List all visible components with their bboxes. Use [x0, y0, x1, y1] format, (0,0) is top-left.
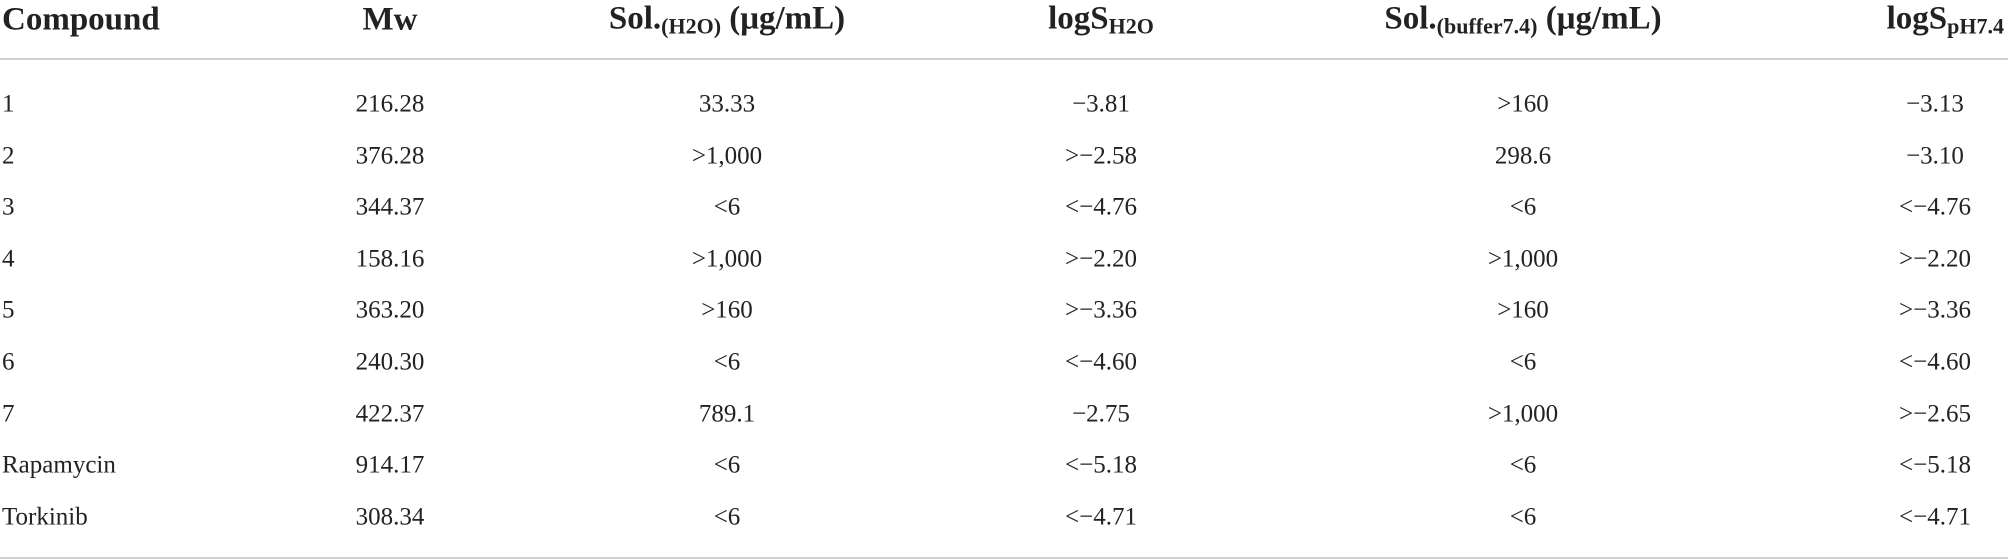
header-text: logS	[1048, 0, 1109, 37]
compound-name: Torkinib	[2, 503, 88, 531]
table-cell: <6	[1509, 348, 1537, 376]
table-cell: 240.30	[355, 348, 425, 376]
header-cell: Mw	[362, 1, 418, 38]
table-cell: 363.20	[355, 296, 425, 324]
header-text: logS	[1886, 0, 1948, 37]
compound-name: Rapamycin	[2, 451, 116, 479]
compound-name: 4	[2, 245, 15, 273]
table-cell: >1,000	[691, 142, 763, 170]
header-subscript: H2O	[1108, 13, 1154, 39]
table-cell: −2.75	[1072, 400, 1130, 428]
bottom-rule	[0, 557, 2008, 559]
table-cell: <−4.60	[1065, 348, 1137, 376]
header-text: Compound	[2, 1, 160, 38]
table-cell: −3.81	[1072, 90, 1130, 118]
table-cell: >−3.36	[1065, 296, 1137, 324]
table-cell: >−2.20	[1899, 245, 1971, 273]
header-subscript: pH7.4	[1947, 13, 2004, 39]
header-cell: Sol.(H2O) (μg/mL)	[608, 0, 846, 39]
table-cell: <−4.71	[1065, 503, 1137, 531]
table-cell: <−5.18	[1899, 451, 1971, 479]
compound-name: 5	[2, 296, 15, 324]
table-cell: <−4.76	[1065, 193, 1137, 221]
table-cell: >160	[1497, 90, 1549, 118]
table-cell: <6	[1509, 503, 1537, 531]
header-cell: logSpH7.4	[1886, 0, 2004, 39]
table-cell: 216.28	[355, 90, 425, 118]
table-cell: 914.17	[355, 451, 425, 479]
header-text: (μg/mL)	[729, 0, 846, 37]
table-cell: >−3.36	[1899, 296, 1971, 324]
table-cell: −3.13	[1906, 90, 1964, 118]
table-cell: −3.10	[1906, 142, 1964, 170]
table-cell: 298.6	[1494, 142, 1552, 170]
compound-name: 3	[2, 193, 15, 221]
table-cell: 33.33	[698, 90, 756, 118]
table-cell: <6	[713, 451, 741, 479]
table-cell: >1,000	[1487, 400, 1559, 428]
header-cell: Sol.(buffer7.4) (μg/mL)	[1384, 0, 1662, 39]
compound-name: 6	[2, 348, 15, 376]
header-cell: Compound	[2, 1, 160, 38]
header-text: Sol.	[608, 0, 662, 37]
compound-name: 1	[2, 90, 15, 118]
table-cell: 789.1	[698, 400, 756, 428]
table-cell: 376.28	[355, 142, 425, 170]
table-cell: 344.37	[355, 193, 425, 221]
table-cell: >−2.20	[1065, 245, 1137, 273]
table-cell: >1,000	[1487, 245, 1559, 273]
table-cell: >1,000	[691, 245, 763, 273]
compound-name: 2	[2, 142, 15, 170]
header-text: Sol.	[1384, 0, 1437, 37]
table-cell: <6	[713, 503, 741, 531]
table-cell: 308.34	[355, 503, 425, 531]
table-cell: <6	[713, 193, 741, 221]
header-text: (μg/mL)	[1545, 0, 1662, 37]
compound-name: 7	[2, 400, 15, 428]
table-cell: >160	[701, 296, 753, 324]
table-cell: <−4.76	[1899, 193, 1971, 221]
table-cell: <6	[1509, 193, 1537, 221]
header-cell: logSH2O	[1048, 0, 1154, 39]
table-cell: >−2.65	[1899, 400, 1971, 428]
table-cell: <−5.18	[1065, 451, 1137, 479]
header-subscript: (buffer7.4)	[1436, 13, 1538, 39]
table-cell: >−2.58	[1065, 142, 1137, 170]
table-cell: 158.16	[355, 245, 425, 273]
table-cell: <6	[713, 348, 741, 376]
table-cell: 422.37	[355, 400, 425, 428]
table-cell: >160	[1497, 296, 1549, 324]
header-text: Mw	[362, 1, 418, 38]
header-subscript: (H2O)	[661, 13, 722, 39]
table-cell: <−4.71	[1899, 503, 1971, 531]
header-rule	[0, 58, 2008, 60]
table-cell: <6	[1509, 451, 1537, 479]
table-cell: <−4.60	[1899, 348, 1971, 376]
